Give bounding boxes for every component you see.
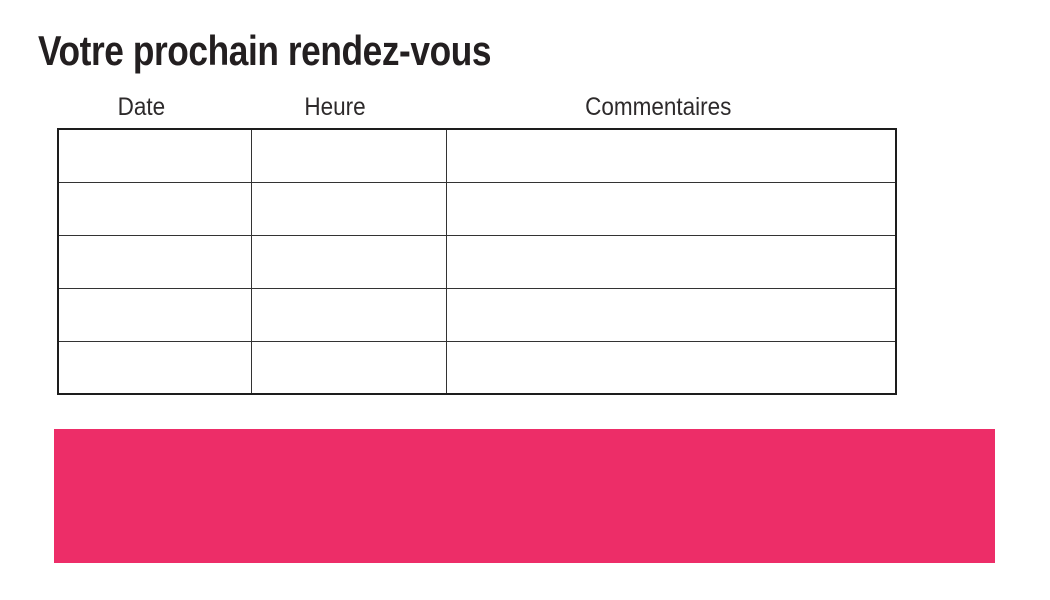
cell-heure (250, 340, 447, 395)
column-header-commentaires: Commentaires (433, 92, 883, 122)
table-row (57, 340, 897, 395)
cell-heure (250, 181, 447, 236)
cell-heure (250, 128, 447, 183)
table-row (57, 128, 897, 183)
cell-date (57, 287, 252, 342)
table-row (57, 287, 897, 342)
appointments-table (57, 128, 897, 395)
column-header-commentaires-label: Commentaires (584, 93, 732, 121)
column-header-date: Date (45, 92, 238, 122)
cell-heure (250, 234, 447, 289)
cell-date (57, 128, 252, 183)
table-row (57, 234, 897, 289)
cell-date (57, 234, 252, 289)
cell-heure (250, 287, 447, 342)
column-header-heure-label: Heure (304, 93, 367, 121)
appointments-table-area: Date Heure Commentaires (57, 92, 897, 395)
cell-commentaires (445, 287, 897, 342)
cell-commentaires (445, 128, 897, 183)
cell-commentaires (445, 181, 897, 236)
column-header-heure: Heure (238, 92, 433, 122)
cell-commentaires (445, 340, 897, 395)
table-row (57, 181, 897, 236)
table-header-row: Date Heure Commentaires (45, 92, 883, 122)
cell-date (57, 181, 252, 236)
decorative-pink-bar (54, 429, 995, 563)
cell-commentaires (445, 234, 897, 289)
page-title: Votre prochain rendez-vous (38, 28, 577, 74)
cell-date (57, 340, 252, 395)
column-header-date-label: Date (117, 93, 166, 121)
page-title-text: Votre prochain rendez-vous (38, 27, 492, 74)
